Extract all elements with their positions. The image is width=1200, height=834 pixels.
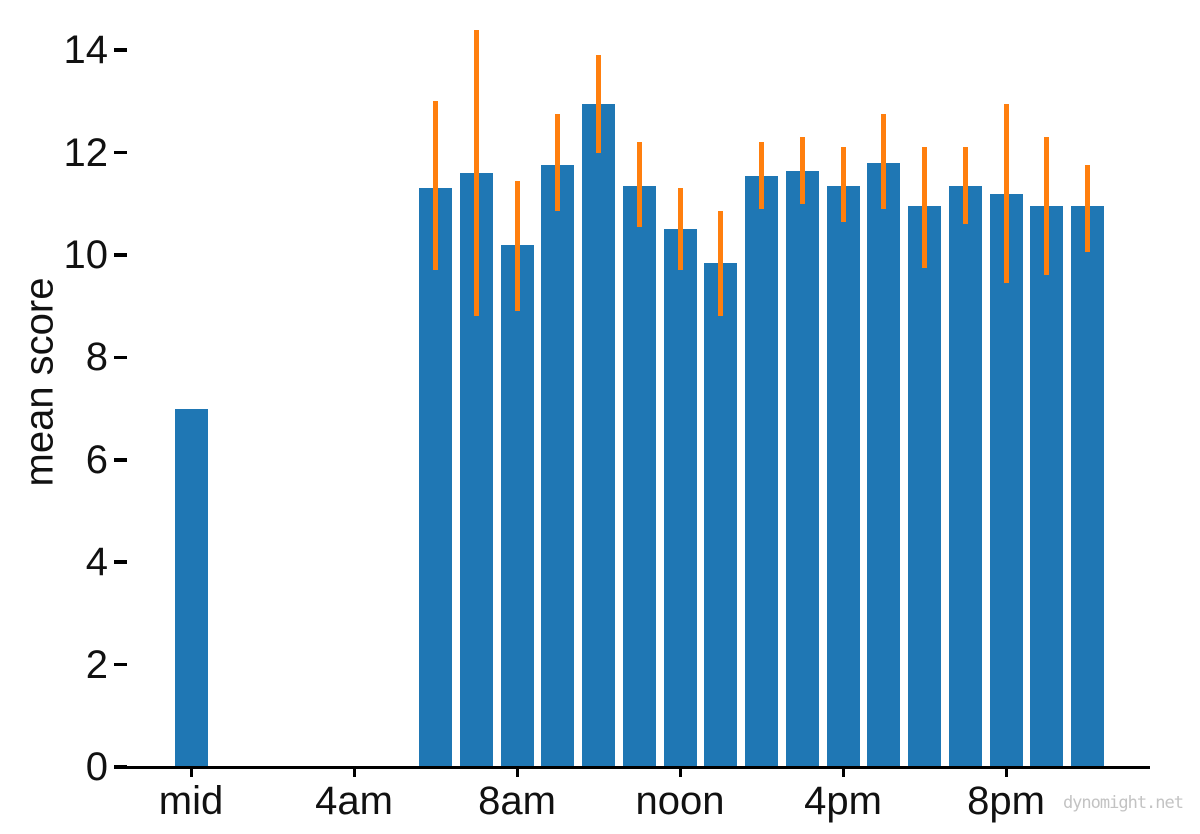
bar-hour-14	[745, 175, 778, 767]
y-tick-mark-14	[114, 48, 127, 52]
error-bar-hour-16	[840, 147, 846, 222]
x-axis-line	[115, 765, 1150, 769]
error-bar-hour-9	[555, 114, 561, 212]
error-bar-hour-15	[799, 137, 805, 204]
x-tick-label-4am: 4am	[315, 779, 393, 823]
bar-hour-18	[908, 206, 941, 767]
bar-hour-16	[826, 185, 860, 767]
x-tick-mark-4am	[352, 768, 356, 777]
y-tick-label-6: 6	[85, 437, 108, 482]
bar-hour-12	[663, 229, 697, 767]
x-tick-mark-mid	[189, 768, 193, 777]
x-tick-mark-noon	[678, 768, 682, 777]
x-tick-label-8pm: 8pm	[967, 779, 1045, 823]
bar-hour-20	[989, 193, 1023, 767]
error-bar-hour-10	[596, 55, 601, 153]
x-tick-mark-4pm	[841, 768, 845, 777]
x-tick-label-4pm: 4pm	[804, 779, 882, 823]
bar-hour-19	[948, 185, 982, 767]
bar-hour-13	[704, 262, 738, 767]
y-tick-mark-10	[114, 253, 127, 257]
bar-hour-15	[785, 170, 819, 767]
bar-hour-8	[500, 244, 534, 767]
y-tick-mark-4	[114, 560, 127, 564]
x-tick-mark-8pm	[1004, 768, 1008, 777]
y-tick-label-10: 10	[63, 233, 109, 277]
error-bar-hour-14	[759, 142, 764, 209]
y-tick-label-12: 12	[63, 130, 109, 175]
error-bar-hour-19	[962, 147, 968, 225]
y-tick-mark-6	[114, 458, 127, 462]
x-tick-mark-8am	[515, 768, 519, 777]
watermark-dynomight-net: dynomight.net	[1062, 793, 1184, 813]
error-bar-hour-11	[636, 142, 642, 227]
bar-hour-9	[541, 165, 575, 767]
error-bar-hour-20	[1003, 103, 1009, 284]
error-bar-hour-12	[677, 188, 683, 271]
error-bar-hour-6	[433, 101, 438, 271]
y-tick-mark-2	[114, 662, 127, 667]
y-tick-label-8: 8	[85, 335, 108, 380]
bar-hour-21	[1030, 206, 1064, 767]
x-tick-label-mid: mid	[158, 779, 224, 823]
y-tick-label-14: 14	[63, 28, 109, 73]
bar-hour-22	[1071, 206, 1104, 767]
bar-hour-10	[582, 103, 615, 767]
y-tick-label-2: 2	[85, 642, 108, 687]
error-bar-hour-8	[514, 180, 520, 312]
bar-hour-0	[174, 408, 208, 767]
bar-hour-6	[419, 188, 452, 767]
x-tick-label-noon: noon	[635, 779, 725, 823]
error-bar-hour-7	[473, 29, 479, 317]
error-bar-hour-13	[718, 211, 724, 317]
y-tick-mark-8	[114, 355, 127, 360]
y-tick-label-4: 4	[85, 540, 108, 585]
error-bar-hour-18	[922, 147, 927, 268]
y-tick-label-0: 0	[85, 745, 108, 789]
error-bar-hour-17	[881, 114, 887, 209]
bar-hour-17	[867, 162, 901, 767]
bar-hour-11	[622, 185, 656, 767]
y-tick-mark-12	[114, 150, 127, 155]
error-bar-hour-22	[1085, 165, 1090, 253]
x-tick-label-8am: 8am	[478, 779, 556, 823]
error-bar-hour-21	[1044, 137, 1050, 276]
